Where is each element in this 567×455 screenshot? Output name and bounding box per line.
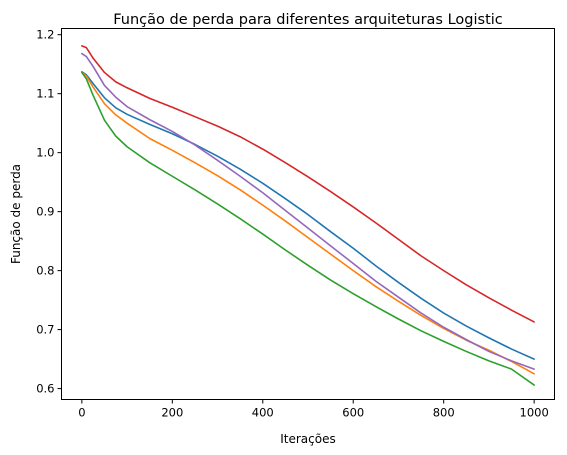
- y-tick-label: 0.6: [36, 382, 54, 396]
- series-line-2: [81, 71, 535, 375]
- series-line-5: [81, 52, 535, 370]
- series-line-1: [81, 71, 535, 360]
- x-tick-label: 400: [252, 406, 274, 420]
- y-tick-label: 1.1: [36, 87, 54, 101]
- plot-area: [61, 28, 555, 400]
- plot-frame: [61, 28, 555, 400]
- y-axis: 0.6 0.7 0.8 0.9 1.0 1.1 1.2: [36, 28, 62, 396]
- x-tick-label: 1000: [520, 406, 549, 420]
- series-layer: [81, 45, 535, 386]
- x-axis-label: Iterações: [280, 432, 336, 446]
- x-axis: 0 200 400 600 800 1000: [78, 399, 549, 420]
- y-tick-label: 0.8: [36, 264, 54, 278]
- x-tick-label: 0: [78, 406, 85, 420]
- chart-title: Função de perda para diferentes arquitet…: [113, 12, 503, 28]
- x-tick-label: 800: [433, 406, 455, 420]
- series-line-3: [81, 71, 535, 386]
- y-tick-label: 0.9: [36, 205, 54, 219]
- series-line-4: [81, 45, 535, 323]
- x-tick-label: 600: [342, 406, 364, 420]
- y-axis-label: Função de perda: [9, 164, 23, 264]
- y-tick-label: 1.2: [36, 28, 54, 42]
- y-tick-label: 1.0: [36, 146, 54, 160]
- y-tick-label: 0.7: [36, 323, 54, 337]
- x-tick-label: 200: [161, 406, 183, 420]
